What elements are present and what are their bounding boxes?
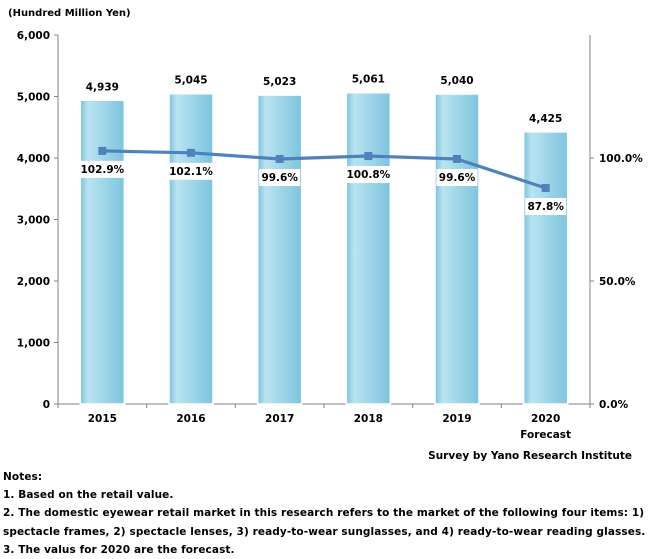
note-line-3: spectacle frames, 2) spectacle lenses, 3… <box>3 525 646 538</box>
y-tick-label: 1,000 <box>17 338 50 350</box>
bar-value-label: 5,045 <box>174 75 207 87</box>
growth-value-label: 87.8% <box>527 201 564 213</box>
x-tick-label: 2015 <box>88 413 117 425</box>
growth-label-bg <box>344 166 393 184</box>
bar <box>168 92 214 405</box>
growth-marker <box>541 184 550 193</box>
x-tick-label: 2019 <box>442 413 471 425</box>
y2-tick-label: 0.0% <box>599 399 629 411</box>
growth-value-label: 102.1% <box>169 166 213 178</box>
y2-tick-label: 50.0% <box>599 276 636 288</box>
y-tick-label: 5,000 <box>17 92 50 104</box>
bar <box>256 94 303 405</box>
x-tick-sublabel: Forecast <box>520 429 571 441</box>
x-tick-label: 2017 <box>265 413 294 425</box>
note-line-4: 3. The valus for 2020 are the forecast. <box>3 543 235 556</box>
bar-value-label: 4,939 <box>86 81 119 93</box>
bar-value-label: 4,425 <box>529 113 562 125</box>
y-tick-label: 3,000 <box>17 215 50 227</box>
bar <box>522 131 569 405</box>
growth-marker <box>98 146 107 155</box>
bar <box>79 99 126 405</box>
growth-label-bg <box>259 168 301 186</box>
growth-marker <box>187 148 195 157</box>
notes: Notes: 1. Based on the retail value. 2. … <box>3 468 646 559</box>
growth-value-label: 99.6% <box>261 172 298 184</box>
growth-line <box>102 149 547 190</box>
y-tick-label: 0 <box>43 399 50 411</box>
y-unit-label: (Hundred Million Yen) <box>8 8 131 19</box>
note-line-2: 2. The domestic eyewear retail market in… <box>3 507 645 520</box>
growth-value-label: 100.8% <box>346 169 390 181</box>
bar-value-label: 5,061 <box>352 74 385 86</box>
x-tick-label: 2016 <box>176 413 205 425</box>
y-tick-label: 4,000 <box>17 153 50 165</box>
bar <box>434 93 480 405</box>
growth-marker <box>364 152 373 161</box>
bar-value-label: 5,040 <box>440 75 473 87</box>
growth-label-bg <box>78 160 127 178</box>
chart: 0 1,000 2,000 3,000 4,000 5,000 6,000 0.0% 50.0%… <box>8 8 643 462</box>
growth-marker <box>275 154 284 163</box>
bar <box>345 91 392 405</box>
source-label: Survey by Yano Research Institute <box>428 450 632 462</box>
growth-value-label: 102.9% <box>80 164 124 176</box>
y2-tick-label: 100.0% <box>599 153 643 165</box>
growth-label-bg <box>436 168 478 186</box>
x-tick-label: 2020 <box>531 413 560 425</box>
growth-value-label: 99.6% <box>439 172 476 184</box>
bar-value-label: 5,023 <box>263 76 296 88</box>
growth-marker <box>453 154 461 163</box>
note-line-1: 1. Based on the retail value. <box>3 489 174 502</box>
growth-label-bg <box>525 198 567 216</box>
notes-heading: Notes: <box>3 471 43 483</box>
y-tick-label: 6,000 <box>17 30 50 42</box>
x-tick-label: 2018 <box>354 413 383 425</box>
y-tick-label: 2,000 <box>17 276 50 288</box>
growth-label-bg <box>167 162 215 180</box>
